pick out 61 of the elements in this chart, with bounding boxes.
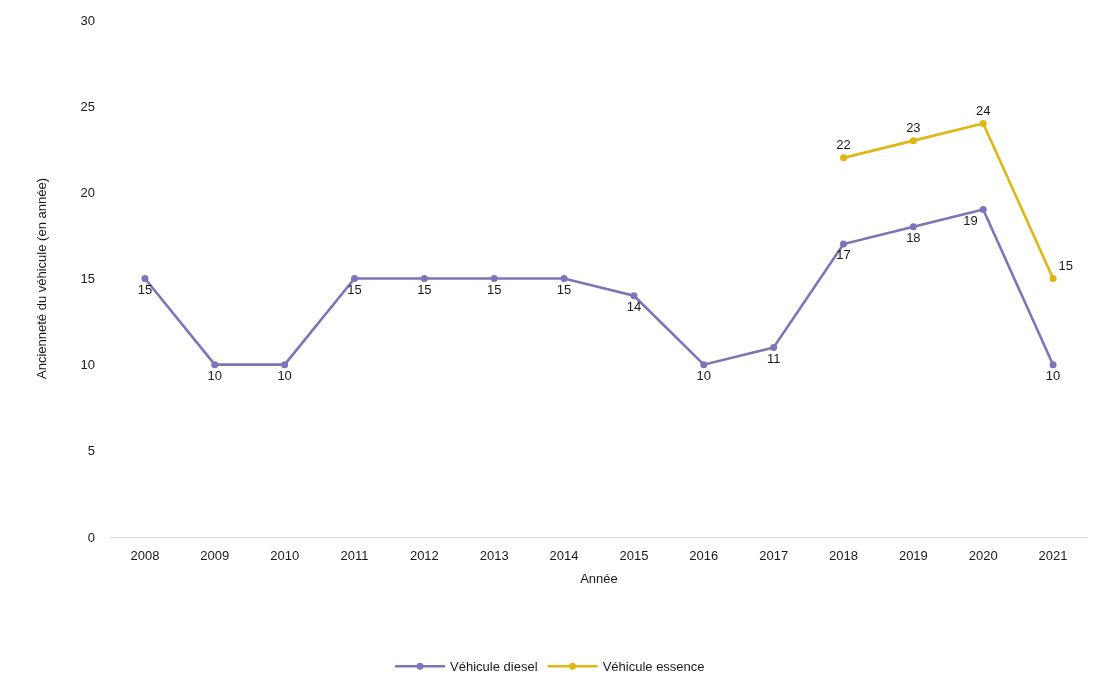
y-tick-label: 20 — [80, 184, 95, 200]
data-label: 19 — [963, 212, 978, 228]
point — [840, 154, 847, 162]
data-label: 18 — [906, 229, 921, 245]
y-tick-label: 0 — [87, 529, 95, 545]
y-tick-label: 30 — [80, 12, 95, 28]
data-label: 15 — [417, 281, 432, 297]
point — [560, 275, 568, 282]
point — [351, 275, 358, 282]
point — [1049, 275, 1057, 282]
x-tick-label: 2008 — [130, 547, 160, 563]
x-tick-label: 2011 — [340, 547, 369, 563]
point — [630, 292, 638, 300]
x-tick-label: 2013 — [479, 547, 509, 563]
data-label: 23 — [906, 120, 921, 136]
data-label: 15 — [486, 281, 502, 297]
x-tick-label: 2010 — [270, 547, 300, 563]
data-label: 10 — [696, 367, 712, 383]
data-label: 10 — [1045, 367, 1061, 383]
data-label: 15 — [347, 281, 362, 297]
x-tick-label: 2021 — [1038, 547, 1068, 563]
legend-label: Véhicule diesel — [450, 659, 538, 675]
x-tick-label: 2009 — [200, 547, 230, 563]
data-label: 15 — [1058, 257, 1073, 273]
y-tick-label: 25 — [80, 98, 95, 114]
data-label: 15 — [556, 281, 572, 297]
y-tick-label: 5 — [87, 443, 95, 459]
data-label: 17 — [836, 247, 851, 263]
point — [420, 275, 428, 282]
x-tick-label: 2012 — [409, 547, 439, 563]
point — [1049, 361, 1057, 369]
point — [281, 361, 289, 369]
point — [909, 137, 917, 145]
x-tick-label: 2017 — [759, 547, 789, 563]
y-tick-label: 15 — [80, 271, 95, 287]
point — [840, 240, 847, 248]
point — [979, 206, 987, 214]
data-label: 22 — [836, 137, 851, 153]
point — [700, 361, 708, 369]
data-label: 14 — [626, 298, 642, 314]
point — [141, 275, 149, 282]
point — [211, 361, 219, 369]
point — [770, 343, 778, 351]
y-tick-label: 10 — [80, 357, 95, 373]
point — [909, 223, 917, 231]
data-label: 10 — [207, 367, 223, 383]
y-axis-title: Ancienneté du véhicule (en année) — [34, 178, 50, 379]
data-label: 11 — [766, 350, 781, 366]
legend-label: Véhicule essence — [602, 659, 705, 675]
data-label: 24 — [975, 102, 991, 118]
x-tick-label: 2015 — [619, 547, 649, 563]
x-tick-label: 2019 — [898, 547, 928, 563]
x-axis-title: Année — [580, 571, 618, 587]
x-tick-label: 2014 — [549, 547, 579, 563]
point — [979, 119, 987, 127]
data-label: 15 — [137, 281, 153, 297]
x-tick-label: 2020 — [968, 547, 998, 563]
x-tick-label: 2018 — [829, 547, 858, 563]
x-tick-label: 2016 — [689, 547, 719, 563]
point — [490, 275, 498, 282]
data-label: 10 — [277, 367, 292, 383]
